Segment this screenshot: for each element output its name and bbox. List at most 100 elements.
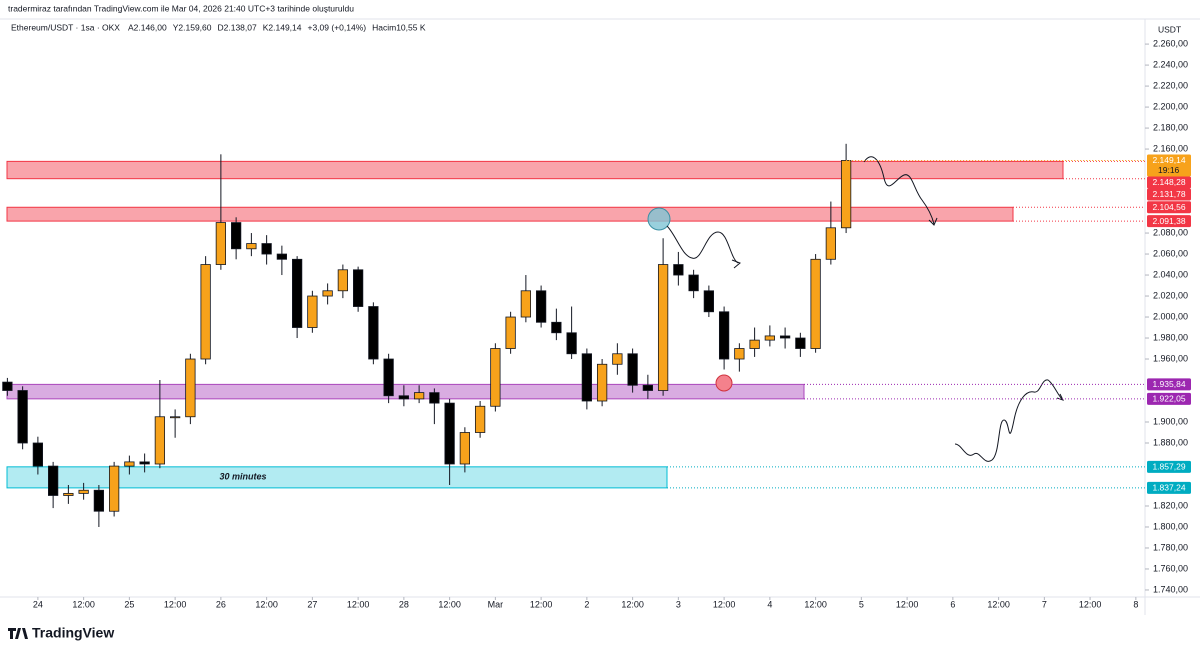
axes: 2.260,00 2.240,00 2.220,00 2.200,00 2.180,00…	[33, 38, 1188, 609]
x-tick-label: 27	[307, 599, 317, 609]
candle-body	[627, 353, 638, 386]
candle-body	[612, 353, 623, 365]
candle-body	[215, 222, 227, 265]
candle-body	[688, 274, 699, 292]
arrow-head	[928, 217, 938, 226]
ohlc-value: K2.149,14	[263, 22, 302, 32]
y-tick-label: 2.080,00	[1153, 227, 1188, 237]
marker-circle	[715, 374, 733, 392]
y-tick-label: 2.260,00	[1153, 38, 1188, 48]
y-tick-label: 2.040,00	[1153, 269, 1188, 279]
price-tag-label: 2.148,28	[1152, 177, 1185, 187]
price-tag-label: 1.935,84	[1152, 379, 1185, 389]
price-tag	[1147, 201, 1191, 214]
x-tick-label: 12:00	[713, 599, 736, 609]
candle-body	[566, 332, 577, 355]
candle-body	[2, 381, 13, 391]
y-tick-label: 1.980,00	[1153, 332, 1188, 342]
y-tick-label: 2.180,00	[1153, 122, 1188, 132]
candle-body	[78, 489, 89, 494]
price-tag-label: 1.922,05	[1152, 394, 1185, 404]
x-tick-label: 12:00	[804, 599, 827, 609]
candle-body	[352, 269, 364, 307]
candle-body	[810, 258, 821, 349]
candle-body	[703, 290, 714, 313]
candle-body	[673, 264, 684, 276]
candle-body	[368, 306, 379, 360]
ohlc-value: Y2.159,60	[173, 22, 212, 32]
price-tag	[1147, 188, 1191, 201]
candles	[2, 143, 852, 527]
candle-body	[124, 461, 135, 467]
x-tick-label: 12:00	[438, 599, 461, 609]
y-tick-label: 1.760,00	[1153, 563, 1188, 573]
y-tick-label: 1.880,00	[1153, 437, 1188, 447]
candle-body	[32, 442, 44, 467]
y-tick-label: 2.240,00	[1153, 59, 1188, 69]
x-tick-label: 12:00	[530, 599, 553, 609]
candle-body	[291, 258, 303, 328]
candle-body	[109, 465, 120, 512]
candle-body	[322, 290, 333, 297]
candle-body	[490, 348, 501, 407]
candle-body	[825, 227, 836, 260]
zone-label: 30 minutes	[219, 472, 266, 482]
y-tick-label: 1.900,00	[1153, 416, 1188, 426]
drawings	[647, 156, 1064, 462]
candle-body	[398, 395, 409, 400]
price-tag-sublabel: 19:16	[1158, 165, 1180, 175]
candle-body	[307, 295, 318, 328]
price-tag	[1147, 176, 1191, 189]
y-tick-label: 2.200,00	[1153, 101, 1188, 111]
candle-body	[734, 348, 745, 360]
marker-circle	[647, 207, 671, 231]
zone	[6, 206, 1014, 222]
price-tag-label: 1.857,29	[1152, 462, 1185, 472]
ohlc-value: +3,09 (+0,14%)	[308, 22, 367, 32]
candle-body	[795, 337, 806, 349]
candle-body	[261, 243, 272, 255]
projection-arrow	[954, 379, 1064, 462]
candle-body	[505, 316, 516, 349]
candle-body	[459, 432, 470, 465]
candle-body	[551, 321, 562, 334]
candle-body	[657, 264, 669, 391]
price-tag-label: 2.104,56	[1152, 202, 1185, 212]
candle-body	[520, 290, 531, 318]
x-tick-label: Mar	[488, 599, 504, 609]
x-tick-label: 12:00	[896, 599, 919, 609]
candle-body	[383, 358, 394, 397]
x-tick-label: 25	[124, 599, 134, 609]
price-tag	[1147, 481, 1191, 494]
x-tick-label: 3	[676, 599, 681, 609]
x-tick-label: 7	[1042, 599, 1047, 609]
candle-body	[840, 160, 852, 229]
brand-logo: TradingView	[8, 625, 114, 641]
price-tag	[1147, 392, 1191, 405]
y-tick-label: 2.000,00	[1153, 311, 1188, 321]
candle-body	[185, 358, 196, 418]
y-tick-label: 1.740,00	[1153, 584, 1188, 594]
candle-body	[169, 416, 181, 419]
candle-body	[764, 335, 775, 341]
symbol-title: Ethereum/USDT · 1sa · OKX	[11, 22, 120, 32]
x-tick-label: 12:00	[164, 599, 187, 609]
candle-body	[17, 390, 28, 444]
ohlc-value: Hacim10,55 K	[372, 22, 426, 32]
candle-body	[642, 384, 653, 391]
candle-body	[154, 416, 166, 465]
candle-body	[337, 269, 348, 292]
zone	[6, 466, 668, 489]
logo-mark	[8, 628, 28, 639]
projection-arrow	[863, 156, 935, 225]
candle-body	[444, 402, 455, 465]
y-tick-label: 2.060,00	[1153, 248, 1188, 258]
y-tick-label: 1.800,00	[1153, 521, 1188, 531]
x-tick-label: 4	[767, 599, 772, 609]
x-tick-label: 2	[584, 599, 589, 609]
x-tick-label: 12:00	[1079, 599, 1102, 609]
attribution: tradermiraz tarafından TradingView.com i…	[8, 3, 354, 13]
candle-body	[200, 264, 211, 360]
ohlc-value: A2.146,00	[128, 22, 167, 32]
